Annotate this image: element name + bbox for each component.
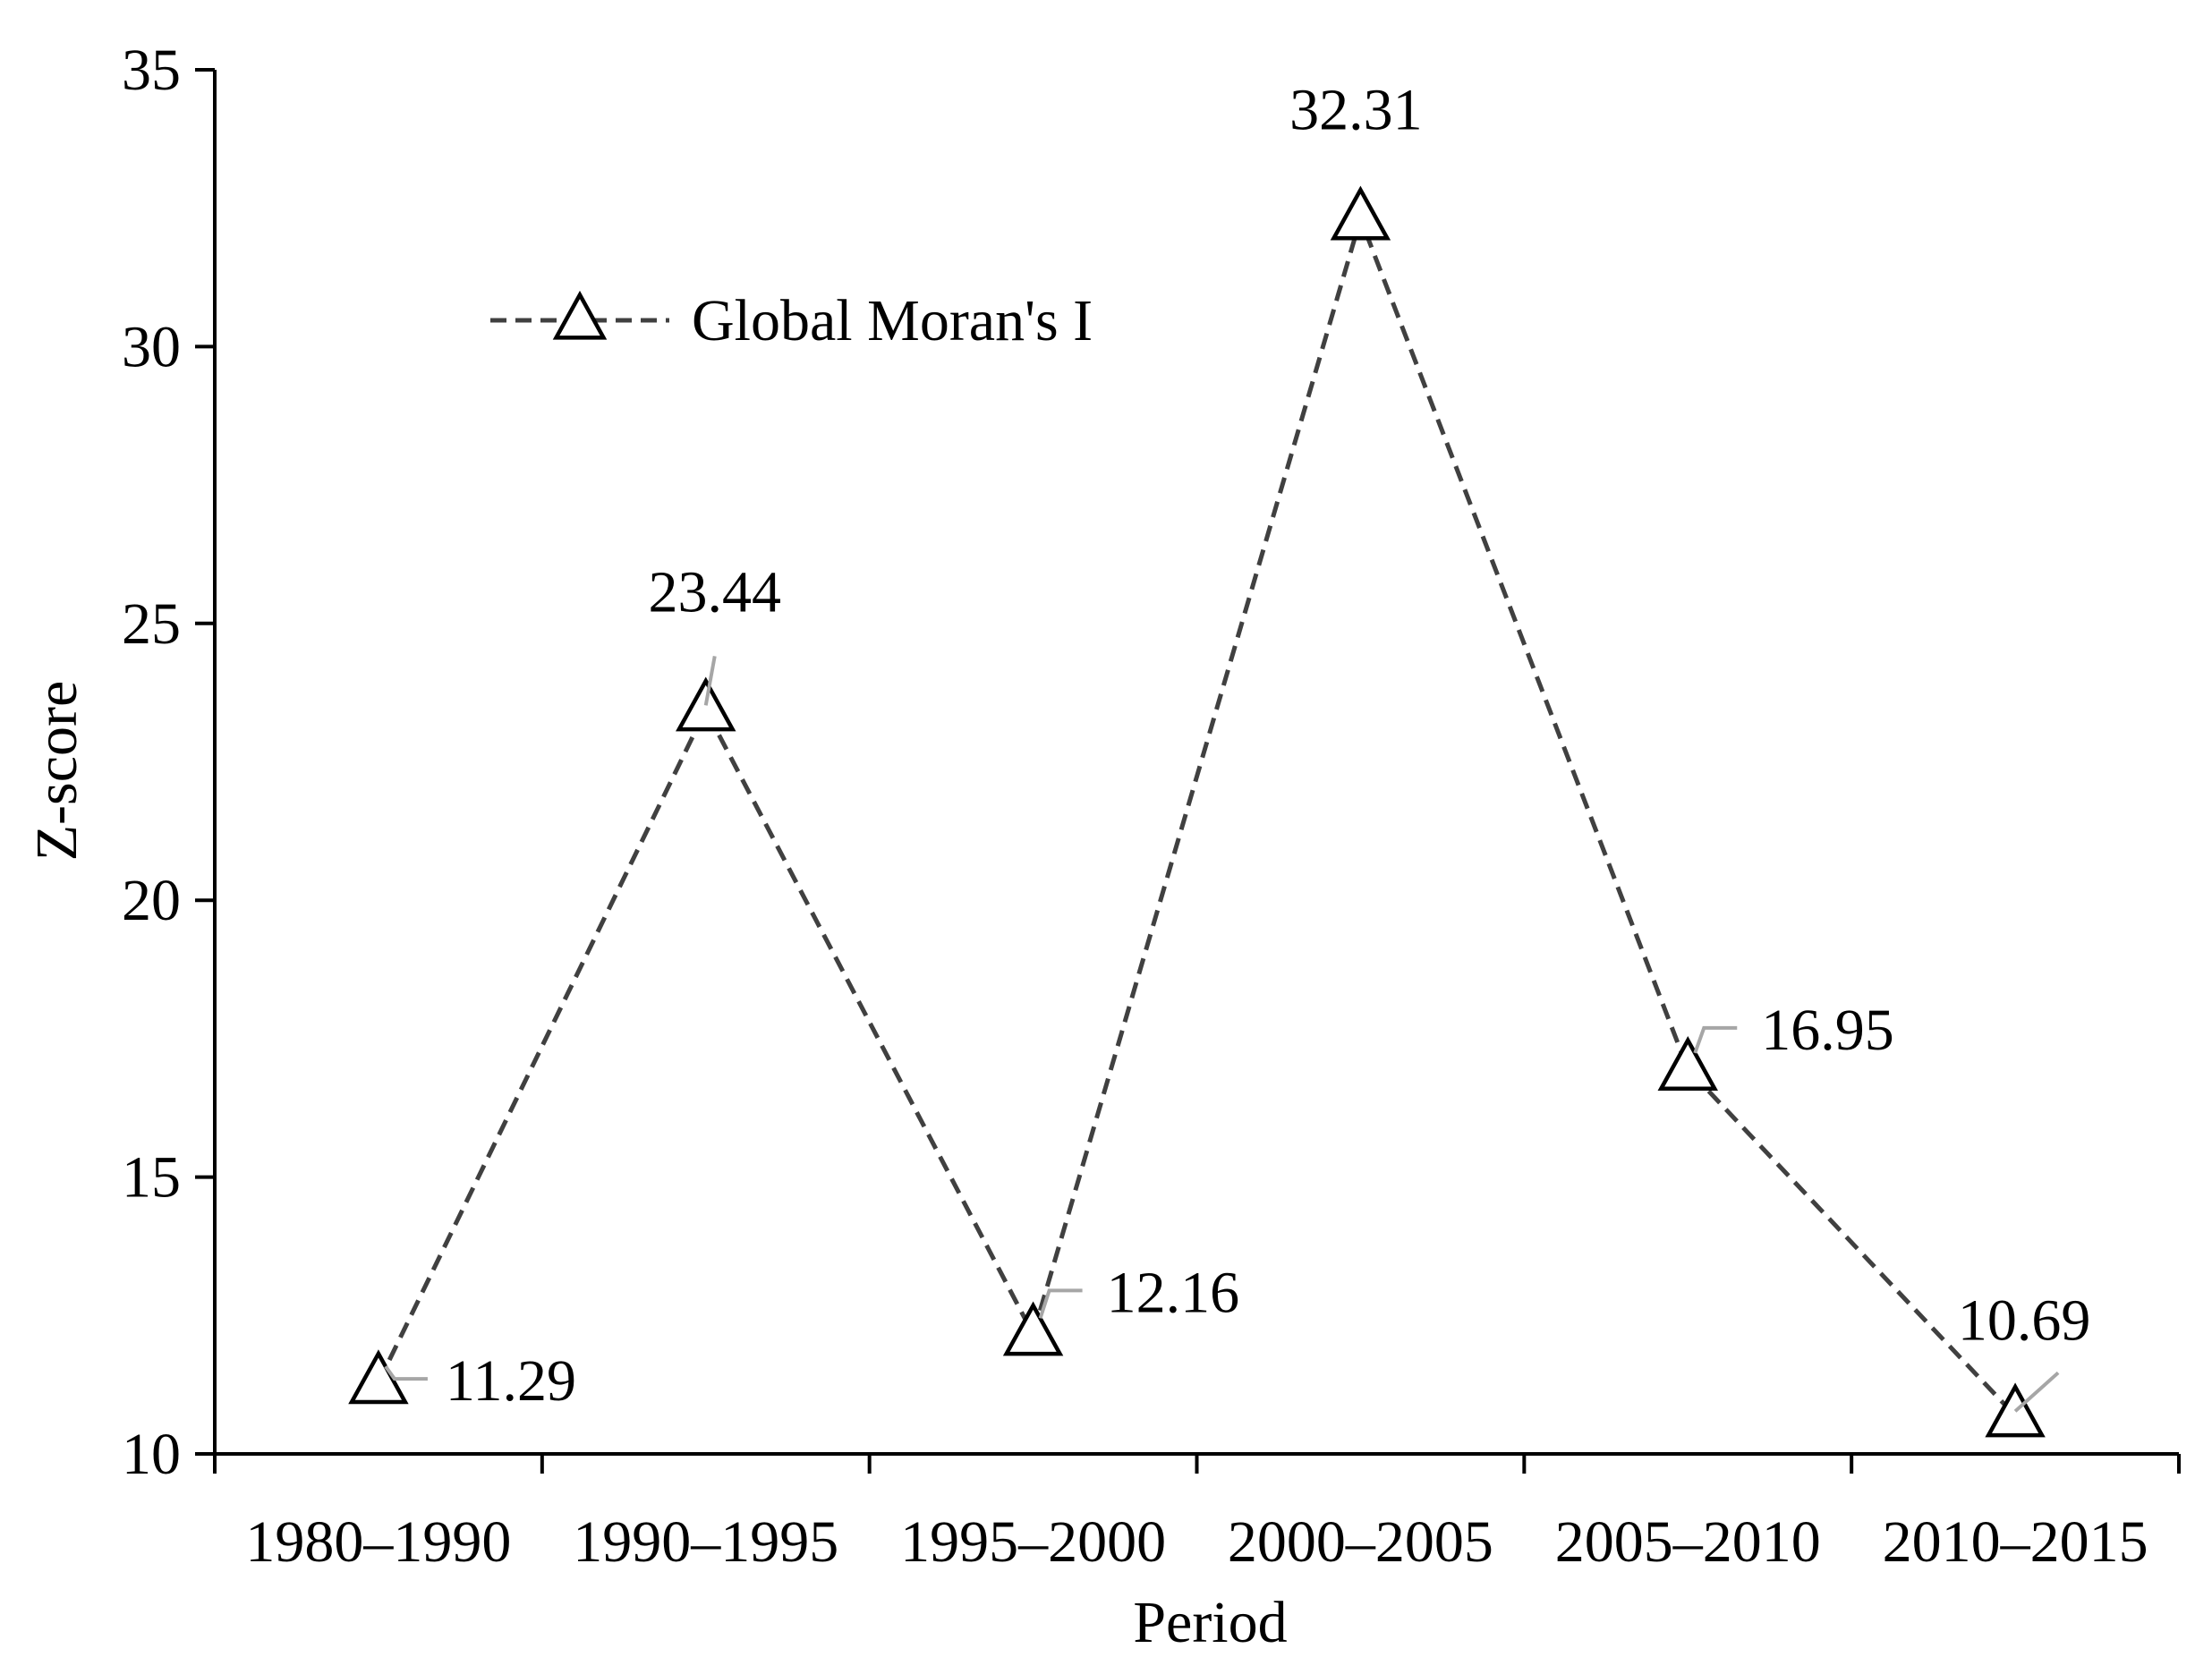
data-label: 16.95 xyxy=(1761,998,1894,1063)
y-tick-label: 35 xyxy=(122,38,181,103)
y-tick-label: 20 xyxy=(122,868,181,933)
data-label-leader xyxy=(2013,1371,2060,1413)
data-label: 32.31 xyxy=(1289,77,1423,142)
axes: 10 15 20 25 30 35 1980–1990 1990–1995 1995–2000 2… xyxy=(24,38,2181,1655)
y-tick-label: 10 xyxy=(122,1422,181,1487)
x-tick-label: 2000–2005 xyxy=(1228,1509,1493,1575)
data-labels-layer: 11.29 23.44 12.16 32.31 16.95 10.69 xyxy=(384,77,2091,1414)
series-layer xyxy=(348,185,2046,1438)
y-tick-label: 30 xyxy=(122,314,181,379)
y-tick-label: 25 xyxy=(122,591,181,657)
data-label: 10.69 xyxy=(1958,1287,2091,1353)
data-label-leader xyxy=(384,1365,428,1381)
data-label-leader xyxy=(1693,1025,1738,1054)
x-tick-label: 2010–2015 xyxy=(1883,1509,2148,1575)
data-label-leader xyxy=(1038,1288,1083,1319)
series-line xyxy=(376,211,2017,1418)
data-label-leader xyxy=(703,655,717,706)
y-tick-label: 15 xyxy=(122,1145,181,1211)
y-axis-title: Z-score xyxy=(24,681,89,862)
x-tick-label: 1980–1990 xyxy=(245,1509,511,1575)
data-point-marker xyxy=(1002,1301,1064,1356)
x-tick-label: 1995–2000 xyxy=(900,1509,1166,1575)
data-point-marker xyxy=(1330,185,1391,241)
x-tick-label: 1990–1995 xyxy=(573,1509,838,1575)
x-tick-label: 2005–2010 xyxy=(1555,1509,1821,1575)
data-point-marker xyxy=(1657,1036,1718,1092)
data-label: 12.16 xyxy=(1107,1260,1240,1325)
legend-marker xyxy=(552,290,608,340)
data-label: 11.29 xyxy=(446,1348,576,1414)
legend: Global Moran's I xyxy=(490,288,1093,353)
legend-label: Global Moran's I xyxy=(692,288,1093,353)
data-label: 23.44 xyxy=(649,559,782,625)
x-axis-title: Period xyxy=(1133,1590,1287,1655)
